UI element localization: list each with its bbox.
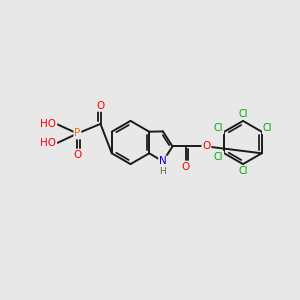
Text: O: O	[202, 141, 211, 152]
Text: Cl: Cl	[238, 109, 248, 119]
Text: H: H	[160, 167, 166, 176]
Text: Cl: Cl	[214, 152, 223, 162]
Text: HO: HO	[40, 138, 56, 148]
Text: O: O	[96, 101, 105, 111]
Text: Cl: Cl	[238, 166, 248, 176]
Text: HO: HO	[40, 119, 56, 129]
Text: Cl: Cl	[263, 123, 272, 134]
Text: N: N	[159, 156, 167, 167]
Text: Cl: Cl	[214, 123, 223, 134]
Text: P: P	[74, 128, 80, 139]
Text: O: O	[73, 149, 82, 160]
Text: O: O	[182, 161, 190, 172]
